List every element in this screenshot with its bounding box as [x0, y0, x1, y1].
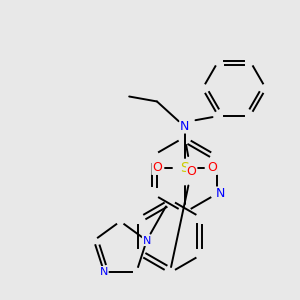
- Text: N: N: [216, 187, 225, 200]
- Text: N: N: [142, 236, 151, 245]
- Text: N: N: [180, 120, 189, 133]
- Text: N: N: [100, 266, 108, 277]
- Text: O: O: [152, 161, 162, 174]
- Text: O: O: [187, 165, 196, 178]
- Text: O: O: [208, 161, 218, 174]
- Text: S: S: [180, 161, 189, 175]
